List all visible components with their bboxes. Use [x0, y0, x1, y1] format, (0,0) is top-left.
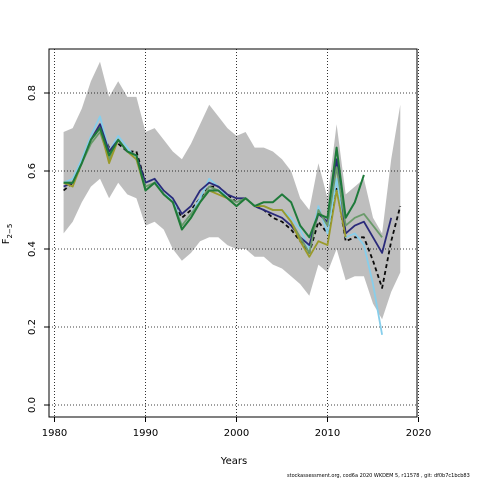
plot-frame — [48, 48, 418, 418]
svg-text:F2−5: F2−5 — [1, 224, 14, 245]
confidence-band-layer — [63, 61, 401, 320]
y-tick-label: 0.4 — [27, 241, 38, 257]
y-axis-label-sub: 2−5 — [6, 224, 14, 239]
series-line-2 — [63, 115, 383, 335]
x-tick-label: 1990 — [133, 428, 158, 439]
y-axis-label-main: F — [1, 238, 12, 244]
y-tick-label: 0.6 — [27, 163, 38, 179]
y-tick-label: 0.2 — [27, 319, 38, 335]
footer-note: stockassessment.org, cod6a 2020 WKDEM 5,… — [287, 473, 470, 479]
y-tick-label: 0.8 — [27, 85, 38, 101]
axis-layer: 1980 1990 2000 2010 2020 0.0 0.2 0.4 0.6 0.8 — [27, 85, 431, 439]
x-tick-label: 2000 — [224, 428, 249, 439]
y-tick-label: 0.0 — [27, 397, 38, 413]
x-tick-label: 1980 — [42, 428, 67, 439]
x-tick-label: 2020 — [406, 428, 431, 439]
y-axis-label: F2−5 — [1, 224, 14, 245]
series-layer — [63, 115, 402, 335]
x-tick-label: 2010 — [315, 428, 340, 439]
confidence-band — [63, 61, 401, 320]
x-axis-label: Years — [220, 456, 247, 467]
series-line-6 — [63, 127, 365, 239]
